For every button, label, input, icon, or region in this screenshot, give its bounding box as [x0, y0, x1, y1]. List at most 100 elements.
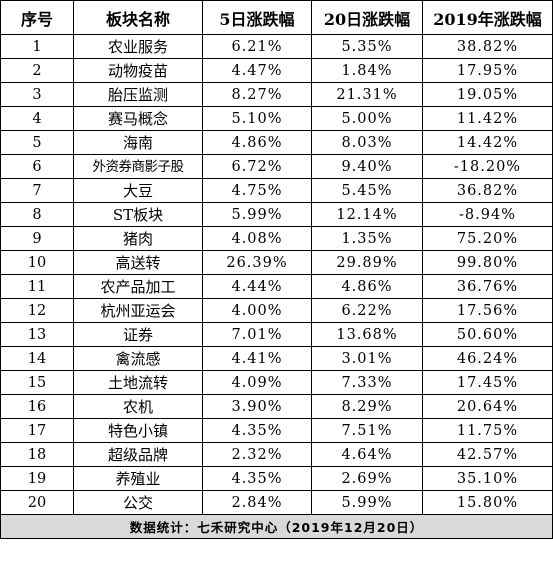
cell-sector-name: 超级品牌: [73, 442, 203, 467]
table-row: 10 高送转 26.39% 29.89% 99.80%: [0, 250, 553, 275]
cell-5day-change: 3.90%: [202, 394, 312, 419]
footer-row: 数据统计：七禾研究中心（2019年12月20日）: [0, 514, 553, 539]
table-row: 7 大豆 4.75% 5.45% 36.82%: [0, 178, 553, 203]
table-row: 6 外资券商影子股 6.72% 9.40% -18.20%: [0, 154, 553, 179]
cell-sector-name: 胎压监测: [73, 82, 203, 107]
cell-2019-change: 35.10%: [422, 466, 553, 491]
cell-20day-change: 13.68%: [311, 322, 423, 347]
table-row: 11 农产品加工 4.44% 4.86% 36.76%: [0, 274, 553, 299]
table-row: 15 土地流转 4.09% 7.33% 17.45%: [0, 370, 553, 395]
cell-2019-change: 20.64%: [422, 394, 553, 419]
table-row: 9 猪肉 4.08% 1.35% 75.20%: [0, 226, 553, 251]
header-20day-change: 20日涨跌幅: [311, 0, 423, 35]
cell-5day-change: 5.99%: [202, 202, 312, 227]
cell-index: 11: [0, 274, 74, 299]
cell-20day-change: 2.69%: [311, 466, 423, 491]
cell-20day-change: 8.03%: [311, 130, 423, 155]
cell-5day-change: 4.08%: [202, 226, 312, 251]
cell-20day-change: 6.22%: [311, 298, 423, 323]
cell-5day-change: 6.21%: [202, 34, 312, 59]
cell-sector-name: 证券: [73, 322, 203, 347]
cell-20day-change: 7.33%: [311, 370, 423, 395]
cell-sector-name: ST板块: [73, 202, 203, 227]
cell-5day-change: 2.84%: [202, 490, 312, 515]
cell-sector-name: 大豆: [73, 178, 203, 203]
cell-5day-change: 5.10%: [202, 106, 312, 131]
cell-5day-change: 26.39%: [202, 250, 312, 275]
table-footer: 数据统计：七禾研究中心（2019年12月20日）: [0, 514, 553, 539]
cell-5day-change: 4.75%: [202, 178, 312, 203]
cell-5day-change: 4.41%: [202, 346, 312, 371]
cell-sector-name: 动物疫苗: [73, 58, 203, 83]
cell-index: 1: [0, 34, 74, 59]
cell-2019-change: 17.45%: [422, 370, 553, 395]
table-row: 13 证券 7.01% 13.68% 50.60%: [0, 322, 553, 347]
cell-20day-change: 4.64%: [311, 442, 423, 467]
cell-2019-change: 36.82%: [422, 178, 553, 203]
table-row: 3 胎压监测 8.27% 21.31% 19.05%: [0, 82, 553, 107]
cell-2019-change: 50.60%: [422, 322, 553, 347]
cell-2019-change: 11.42%: [422, 106, 553, 131]
cell-20day-change: 9.40%: [311, 154, 423, 179]
cell-index: 10: [0, 250, 74, 275]
cell-index: 4: [0, 106, 74, 131]
table-body: 1 农业服务 6.21% 5.35% 38.82% 2 动物疫苗 4.47% 1.84% 17.9…: [0, 34, 553, 515]
cell-index: 19: [0, 466, 74, 491]
cell-20day-change: 5.35%: [311, 34, 423, 59]
cell-20day-change: 7.51%: [311, 418, 423, 443]
cell-sector-name: 公交: [73, 490, 203, 515]
header-5day-change: 5日涨跌幅: [202, 0, 312, 35]
cell-2019-change: 17.56%: [422, 298, 553, 323]
cell-20day-change: 29.89%: [311, 250, 423, 275]
cell-5day-change: 4.35%: [202, 418, 312, 443]
table-row: 5 海南 4.86% 8.03% 14.42%: [0, 130, 553, 155]
table-row: 14 禽流感 4.41% 3.01% 46.24%: [0, 346, 553, 371]
cell-5day-change: 4.35%: [202, 466, 312, 491]
cell-5day-change: 4.47%: [202, 58, 312, 83]
cell-2019-change: -8.94%: [422, 202, 553, 227]
cell-20day-change: 1.84%: [311, 58, 423, 83]
table-row: 17 特色小镇 4.35% 7.51% 11.75%: [0, 418, 553, 443]
table-header: 序号 板块名称 5日涨跌幅 20日涨跌幅 2019年涨跌幅: [0, 0, 553, 35]
cell-20day-change: 21.31%: [311, 82, 423, 107]
cell-sector-name: 猪肉: [73, 226, 203, 251]
cell-index: 16: [0, 394, 74, 419]
cell-index: 20: [0, 490, 74, 515]
cell-sector-name: 土地流转: [73, 370, 203, 395]
cell-index: 7: [0, 178, 74, 203]
cell-20day-change: 4.86%: [311, 274, 423, 299]
table-row: 18 超级品牌 2.32% 4.64% 42.57%: [0, 442, 553, 467]
cell-index: 5: [0, 130, 74, 155]
table-row: 1 农业服务 6.21% 5.35% 38.82%: [0, 34, 553, 59]
cell-5day-change: 7.01%: [202, 322, 312, 347]
cell-index: 3: [0, 82, 74, 107]
cell-index: 6: [0, 154, 74, 179]
cell-sector-name: 海南: [73, 130, 203, 155]
cell-20day-change: 5.00%: [311, 106, 423, 131]
cell-2019-change: -18.20%: [422, 154, 553, 179]
cell-2019-change: 11.75%: [422, 418, 553, 443]
cell-20day-change: 8.29%: [311, 394, 423, 419]
cell-sector-name: 外资券商影子股: [73, 154, 203, 179]
cell-5day-change: 4.86%: [202, 130, 312, 155]
table-row: 20 公交 2.84% 5.99% 15.80%: [0, 490, 553, 515]
cell-index: 2: [0, 58, 74, 83]
cell-sector-name: 特色小镇: [73, 418, 203, 443]
cell-2019-change: 75.20%: [422, 226, 553, 251]
cell-sector-name: 高送转: [73, 250, 203, 275]
cell-sector-name: 赛马概念: [73, 106, 203, 131]
cell-sector-name: 农机: [73, 394, 203, 419]
cell-2019-change: 14.42%: [422, 130, 553, 155]
cell-2019-change: 46.24%: [422, 346, 553, 371]
table-row: 12 杭州亚运会 4.00% 6.22% 17.56%: [0, 298, 553, 323]
cell-5day-change: 4.09%: [202, 370, 312, 395]
cell-20day-change: 3.01%: [311, 346, 423, 371]
table-row: 2 动物疫苗 4.47% 1.84% 17.95%: [0, 58, 553, 83]
table-row: 16 农机 3.90% 8.29% 20.64%: [0, 394, 553, 419]
sector-performance-table: 序号 板块名称 5日涨跌幅 20日涨跌幅 2019年涨跌幅 1 农业服务 6.21%…: [0, 0, 553, 539]
table-row: 4 赛马概念 5.10% 5.00% 11.42%: [0, 106, 553, 131]
header-index: 序号: [0, 0, 74, 35]
cell-index: 17: [0, 418, 74, 443]
cell-index: 18: [0, 442, 74, 467]
cell-20day-change: 5.99%: [311, 490, 423, 515]
